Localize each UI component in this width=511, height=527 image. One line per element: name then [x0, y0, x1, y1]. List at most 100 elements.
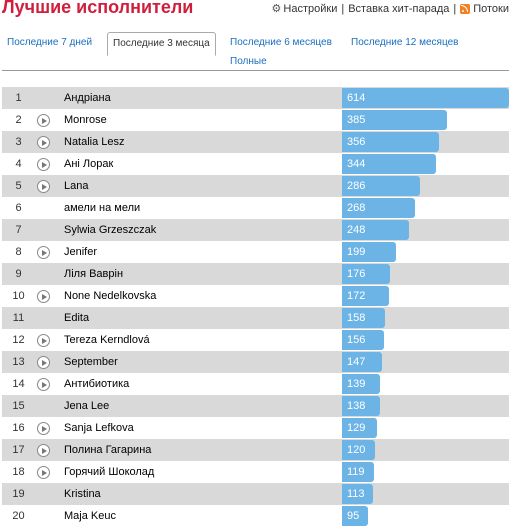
artist-name-link[interactable]: Tereza Kerndlová — [64, 334, 150, 346]
rank-number: 11 — [12, 312, 25, 324]
rank-number: 15 — [12, 400, 25, 412]
rank-number: 20 — [12, 510, 25, 522]
artist-name-link[interactable]: Горячий Шоколад — [64, 466, 155, 478]
rss-icon[interactable] — [460, 3, 471, 14]
artist-name-link[interactable]: Jenifer — [64, 246, 98, 258]
play-count-bar — [342, 484, 373, 504]
tab-last-12-months[interactable]: Последние 12 месяцев — [351, 37, 459, 48]
artist-name-link[interactable]: None Nedelkovska — [64, 290, 157, 302]
artist-name-link[interactable]: September — [64, 356, 118, 368]
play-count-label: 139 — [347, 378, 366, 390]
artist-name-link[interactable]: Monrose — [64, 114, 107, 126]
play-count-label: 158 — [347, 312, 366, 324]
artist-name-link[interactable]: Антибиотика — [64, 378, 130, 390]
play-icon[interactable] — [37, 114, 50, 127]
play-count-label: 176 — [347, 268, 366, 280]
artist-name-link[interactable]: Sylwia Grzeszczak — [64, 224, 157, 236]
rank-number: 17 — [12, 444, 25, 456]
artist-name-link[interactable]: Полина Гагарина — [64, 444, 152, 456]
rank-number: 7 — [15, 224, 22, 236]
play-count-label: 356 — [347, 136, 366, 148]
table-row: 13 September 147 — [2, 351, 509, 373]
play-icon[interactable] — [37, 136, 50, 149]
play-icon[interactable] — [37, 422, 50, 435]
play-count-bar — [342, 352, 382, 372]
rank-number: 6 — [15, 202, 22, 214]
table-row: 14 Антибиотика 139 — [2, 373, 509, 395]
play-count-label: 147 — [347, 356, 366, 368]
table-row: 20 Maja Keuc 95 — [2, 505, 509, 527]
table-row: 16 Sanja Lefkova 129 — [2, 417, 509, 439]
tab-overall[interactable]: Полные — [230, 56, 267, 67]
rank-number: 2 — [15, 114, 22, 126]
play-count-label: 344 — [347, 158, 366, 170]
play-count-label: 172 — [347, 290, 366, 302]
header-links: ⚙ Настройки | Вставка хит-парада | Поток… — [271, 2, 509, 16]
artist-name-link[interactable]: Jena Lee — [64, 400, 110, 412]
artist-name-link[interactable]: Lana — [64, 180, 89, 192]
table-row: 9 Ліля Ваврін 176 — [2, 263, 509, 285]
table-row: 4 Ані Лорак 344 — [2, 153, 509, 175]
table-row: 10 None Nedelkovska 172 — [2, 285, 509, 307]
tab-last-6-months[interactable]: Последние 6 месяцев — [230, 37, 332, 48]
table-row: 15 Jena Lee 138 — [2, 395, 509, 417]
artist-name-link[interactable]: Edita — [64, 312, 90, 324]
play-icon[interactable] — [37, 180, 50, 193]
rank-number: 13 — [12, 356, 25, 368]
play-count-bar — [342, 418, 377, 438]
gear-icon[interactable]: ⚙ — [271, 3, 282, 15]
play-count-bar — [342, 110, 447, 130]
play-count-bar — [342, 330, 384, 350]
play-icon[interactable] — [37, 356, 50, 369]
rank-number: 8 — [15, 246, 22, 258]
artist-name-link[interactable]: Ані Лорак — [64, 158, 114, 170]
feeds-link[interactable]: Потоки — [473, 2, 509, 15]
table-row: 8 Jenifer 199 — [2, 241, 509, 263]
table-row: 7 Sylwia Grzeszczak 248 — [2, 219, 509, 241]
play-count-label: 138 — [347, 400, 366, 412]
play-icon[interactable] — [37, 246, 50, 259]
artist-name-link[interactable]: Kristina — [64, 488, 101, 500]
table-row: 1 Андріана 614 — [2, 87, 509, 109]
play-count-bar — [342, 242, 396, 262]
table-row: 12 Tereza Kerndlová 156 — [2, 329, 509, 351]
rank-number: 3 — [15, 136, 22, 148]
play-count-label: 119 — [347, 466, 365, 478]
play-count-bar — [342, 132, 439, 152]
rank-number: 19 — [12, 488, 25, 500]
table-row: 5 Lana 286 — [2, 175, 509, 197]
separator: | — [453, 2, 457, 15]
table-row: 11 Edita 158 — [2, 307, 509, 329]
artist-name-link[interactable]: амели на мели — [64, 202, 141, 214]
tab-last-7-days[interactable]: Последние 7 дней — [7, 37, 93, 48]
artist-name-link[interactable]: Sanja Lefkova — [64, 422, 134, 434]
play-count-bar — [342, 374, 380, 394]
play-count-label: 113 — [347, 488, 365, 500]
play-count-label: 156 — [347, 334, 366, 346]
artist-name-link[interactable]: Ліля Ваврін — [64, 268, 124, 280]
play-icon[interactable] — [37, 158, 50, 171]
page-title: Лучшие исполнители — [2, 0, 194, 17]
settings-link[interactable]: Настройки — [283, 2, 338, 15]
play-icon[interactable] — [37, 444, 50, 457]
artist-name-link[interactable]: Natalia Lesz — [64, 136, 125, 148]
top-artists-chart: 1 Андріана 614 2 Monrose 385 3 Natalia Lesz 356 4… — [2, 87, 509, 527]
play-icon[interactable] — [37, 378, 50, 391]
play-count-bar — [342, 198, 415, 218]
play-count-bar — [342, 506, 368, 526]
play-count-bar — [342, 176, 420, 196]
rank-number: 4 — [15, 158, 22, 170]
tab-last-3-months[interactable]: Последние 3 месяца — [107, 32, 216, 56]
play-count-label: 95 — [347, 510, 360, 522]
artist-name-link[interactable]: Maja Keuc — [64, 510, 116, 522]
period-tabs: Последние 7 дней Последние 3 месяца Посл… — [2, 31, 509, 71]
table-row: 17 Полина Гагарина 120 — [2, 439, 509, 461]
play-icon[interactable] — [37, 466, 50, 479]
play-count-bar — [342, 440, 375, 460]
embed-chart-link[interactable]: Вставка хит-парада — [348, 2, 450, 15]
play-icon[interactable] — [37, 290, 50, 303]
play-icon[interactable] — [37, 334, 50, 347]
rank-number: 14 — [12, 378, 25, 390]
artist-name-link[interactable]: Андріана — [64, 92, 111, 104]
rank-number: 1 — [15, 92, 22, 104]
